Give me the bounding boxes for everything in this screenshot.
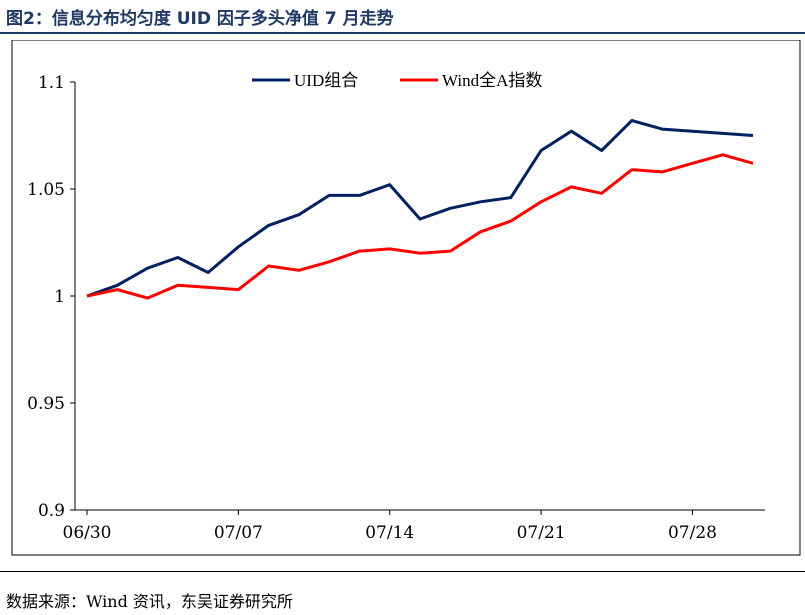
figure-title: 图2：信息分布均匀度 UID 因子多头净值 7 月走势: [6, 9, 394, 29]
legend: UID组合 Wind全A指数: [252, 71, 542, 90]
plot-frame: [11, 40, 801, 556]
source-rule: [0, 571, 805, 572]
series-line-1: [86, 153, 754, 300]
y-axis: 0.9 0.95 1 1.05 1.1: [27, 73, 76, 521]
x-tick-label: 07/28: [668, 523, 717, 543]
title-rule: [0, 32, 805, 34]
source-note: 数据来源：Wind 资讯，东吴证券研究所: [6, 592, 293, 611]
legend-label: UID组合: [294, 71, 358, 90]
x-tick-label: 06/30: [63, 523, 112, 543]
line-chart: 0.9 0.95 1 1.05 1.1 06/30 07/07 07/14 07/21 07/2…: [11, 40, 801, 556]
legend-label: Wind全A指数: [442, 71, 542, 90]
x-tick-label: 07/21: [517, 523, 566, 543]
y-tick-label: 1.1: [38, 73, 65, 93]
x-axis: 06/30 07/07 07/14 07/21 07/28: [63, 509, 765, 543]
series-layer: [86, 119, 754, 300]
series-line-0: [86, 119, 754, 298]
x-tick-label: 07/07: [214, 523, 263, 543]
y-tick-label: 0.9: [38, 501, 65, 521]
x-tick-label: 07/14: [365, 523, 414, 543]
y-tick-label: 1.05: [27, 180, 65, 200]
y-tick-label: 1: [54, 287, 65, 307]
y-tick-label: 0.95: [27, 394, 65, 414]
